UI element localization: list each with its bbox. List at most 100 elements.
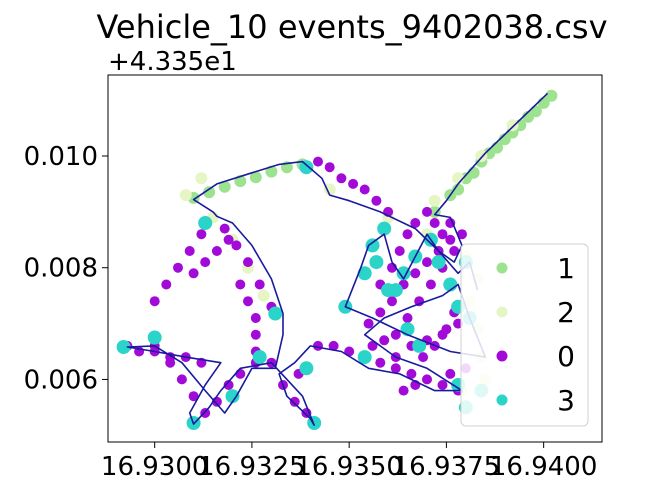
point-series-2-15 bbox=[195, 172, 208, 185]
point-series-0-95 bbox=[437, 229, 448, 240]
point-series-0-88 bbox=[445, 368, 456, 379]
point-series-0-12 bbox=[223, 380, 234, 390]
point-series-3-4 bbox=[198, 216, 213, 230]
route-layer bbox=[126, 92, 549, 426]
point-series-0-54 bbox=[457, 229, 467, 240]
legend-marker-2 bbox=[496, 306, 508, 318]
point-series-0-13 bbox=[235, 368, 246, 379]
point-series-0-46 bbox=[394, 246, 405, 256]
y-tick-label-1: 0.008 bbox=[24, 254, 98, 284]
y-axis: 0.006 0.008 0.010 bbox=[24, 142, 108, 395]
point-series-0-93 bbox=[422, 206, 432, 217]
point-series-0-55 bbox=[445, 218, 456, 228]
point-series-0-73 bbox=[196, 229, 207, 240]
point-series-3-9 bbox=[299, 361, 314, 376]
point-series-1-15 bbox=[545, 89, 558, 102]
point-series-0-22 bbox=[328, 340, 339, 351]
point-series-2-3 bbox=[257, 289, 270, 302]
point-series-0-37 bbox=[375, 307, 386, 318]
point-series-0-62 bbox=[313, 156, 323, 167]
point-series-0-70 bbox=[250, 313, 261, 323]
legend-items: 1 2 0 3 bbox=[496, 252, 575, 417]
point-series-0-51 bbox=[425, 279, 436, 290]
point-series-0-81 bbox=[223, 234, 234, 245]
route-line bbox=[126, 92, 549, 426]
point-series-3-24 bbox=[357, 350, 372, 365]
point-series-3-1 bbox=[147, 330, 162, 345]
point-series-0-78 bbox=[188, 268, 199, 279]
legend-marker-3 bbox=[496, 394, 508, 406]
marker-layer bbox=[116, 89, 558, 430]
legend: 1 2 0 3 bbox=[460, 243, 589, 427]
point-series-0-47 bbox=[402, 229, 413, 240]
point-series-1-5 bbox=[265, 165, 278, 178]
legend-label-0: 0 bbox=[557, 340, 575, 373]
point-series-0-68 bbox=[235, 279, 246, 290]
point-series-0-59 bbox=[348, 178, 359, 189]
point-series-0-38 bbox=[387, 296, 397, 307]
point-series-3-14 bbox=[365, 238, 380, 253]
point-series-0-75 bbox=[173, 262, 183, 273]
point-series-3-16 bbox=[396, 266, 411, 281]
x-tick-label-0: 16.9300 bbox=[101, 452, 209, 482]
plot-frame bbox=[107, 74, 603, 443]
point-series-2-17 bbox=[323, 183, 336, 196]
chart-title: Vehicle_10 events_9402038.csv bbox=[96, 8, 607, 46]
y-tick-label-0: 0.006 bbox=[24, 365, 98, 395]
point-series-0-61 bbox=[324, 162, 335, 173]
point-series-0-65 bbox=[243, 257, 253, 268]
point-series-0-8 bbox=[176, 374, 187, 385]
y-tick-label-2: 0.010 bbox=[24, 142, 98, 172]
point-series-0-66 bbox=[231, 240, 242, 251]
point-series-0-92 bbox=[410, 218, 421, 228]
point-series-0-58 bbox=[359, 184, 370, 195]
point-series-1-2 bbox=[218, 180, 231, 193]
point-series-0-10 bbox=[200, 408, 211, 418]
point-series-1-1 bbox=[203, 186, 216, 199]
point-series-0-77 bbox=[149, 296, 160, 307]
point-series-3-8 bbox=[252, 350, 267, 365]
point-series-0-25 bbox=[375, 357, 386, 368]
point-series-2-7 bbox=[506, 119, 519, 132]
point-series-3-23 bbox=[412, 338, 427, 353]
point-series-0-41 bbox=[422, 257, 432, 268]
point-series-0-7 bbox=[165, 357, 176, 368]
point-series-3-19 bbox=[431, 255, 446, 270]
point-series-0-67 bbox=[219, 223, 230, 234]
legend-label-3: 3 bbox=[557, 384, 575, 417]
point-series-0-69 bbox=[243, 296, 253, 307]
point-series-1-17 bbox=[452, 183, 465, 196]
point-series-0-60 bbox=[336, 173, 347, 184]
point-series-0-94 bbox=[429, 218, 440, 228]
point-series-2-16 bbox=[179, 189, 192, 202]
point-series-0-49 bbox=[402, 313, 413, 323]
y-axis-offset-label: +4.335e1 bbox=[108, 47, 237, 77]
point-series-0-71 bbox=[250, 329, 261, 340]
point-series-0-53 bbox=[449, 246, 460, 256]
point-series-1-22 bbox=[498, 133, 511, 146]
legend-label-2: 2 bbox=[557, 296, 575, 329]
point-series-3-7 bbox=[299, 160, 314, 175]
point-series-0-27 bbox=[406, 368, 417, 379]
point-series-3-11 bbox=[357, 266, 372, 281]
point-series-2-4 bbox=[428, 194, 441, 207]
point-series-0-80 bbox=[211, 246, 222, 256]
point-series-1-21 bbox=[467, 166, 480, 179]
point-series-0-76 bbox=[161, 279, 172, 290]
legend-marker-0 bbox=[496, 350, 508, 362]
x-tick-label-2: 16.9350 bbox=[295, 452, 403, 482]
point-series-0-90 bbox=[367, 340, 378, 351]
point-series-0-43 bbox=[445, 234, 456, 245]
point-series-0-29 bbox=[437, 380, 448, 390]
point-series-2-6 bbox=[475, 150, 488, 162]
legend-box bbox=[460, 243, 589, 427]
point-series-0-9 bbox=[188, 391, 199, 402]
point-series-0-84 bbox=[441, 324, 452, 335]
point-series-3-30 bbox=[388, 283, 403, 298]
point-series-3-12 bbox=[369, 255, 384, 270]
x-tick-label-3: 16.9375 bbox=[393, 452, 501, 482]
point-series-0-36 bbox=[363, 318, 374, 329]
x-tick-label-4: 16.9400 bbox=[490, 452, 598, 482]
